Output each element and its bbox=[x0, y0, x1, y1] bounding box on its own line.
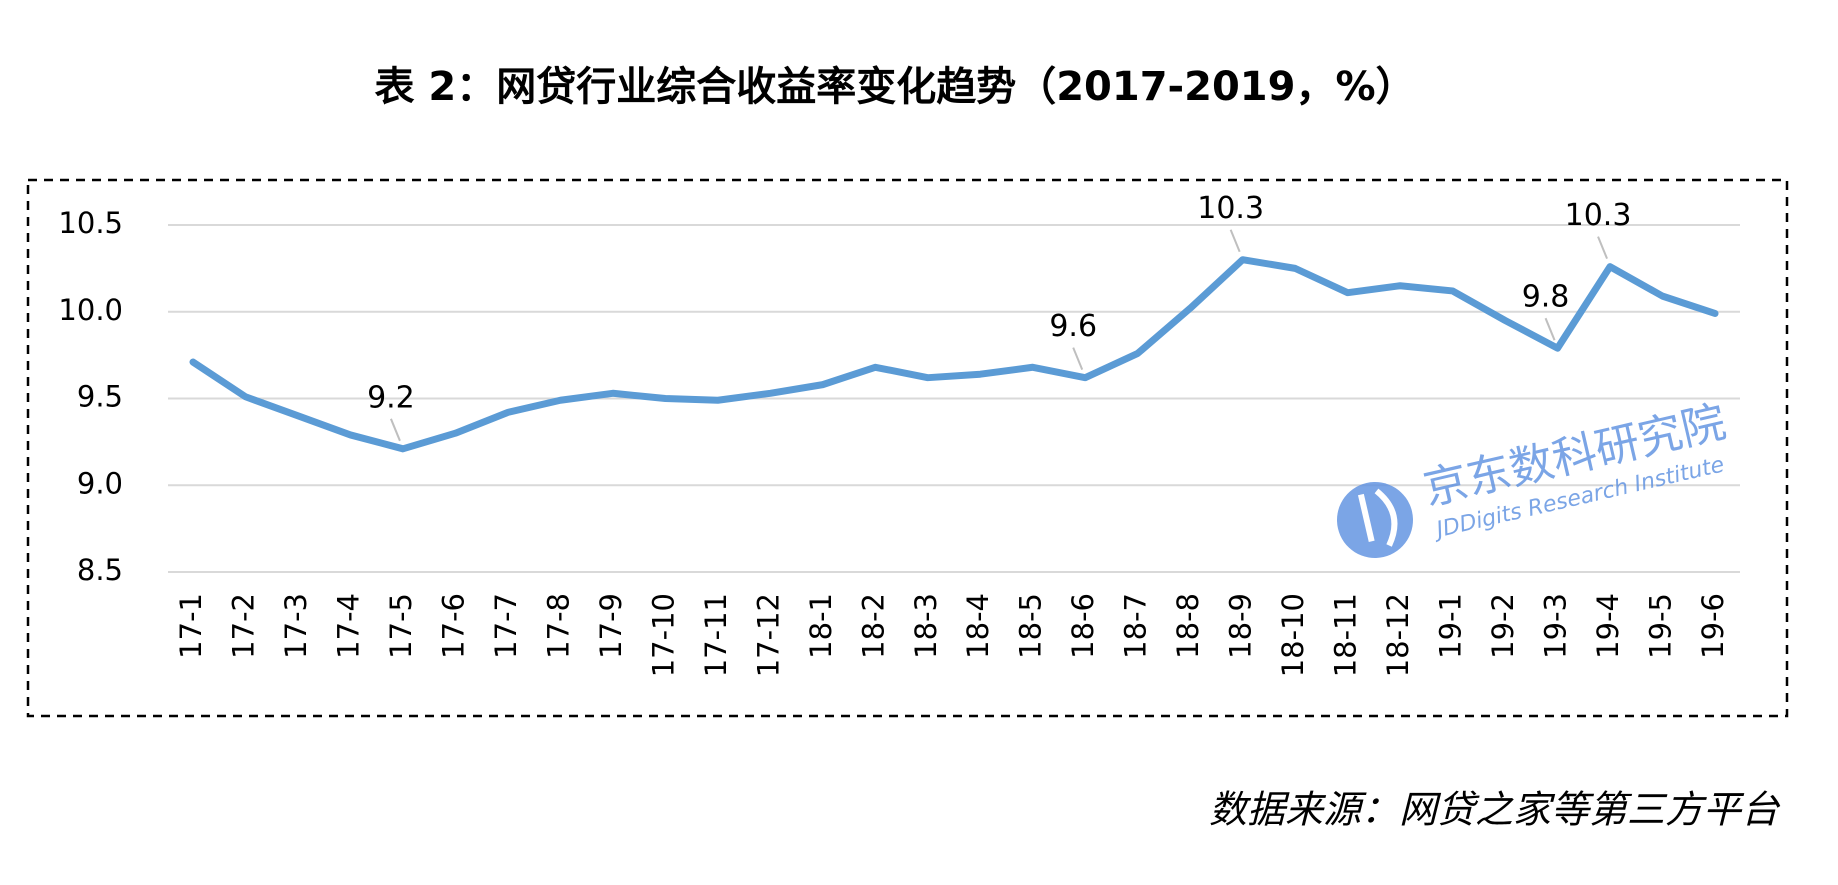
leader-line bbox=[1072, 347, 1084, 371]
x-tick-label: 17-4 bbox=[331, 593, 365, 659]
data-label: 9.2 bbox=[367, 380, 415, 415]
x-tick-label: 18-5 bbox=[1014, 593, 1048, 659]
chart-frame bbox=[26, 178, 1789, 718]
x-tick-label: 18-8 bbox=[1171, 593, 1205, 659]
x-tick-label: 18-4 bbox=[961, 593, 995, 659]
watermark: 京东数科研究院 JDDigits Research Institute bbox=[1337, 396, 1730, 558]
x-tick-label: 18-7 bbox=[1119, 593, 1153, 659]
x-tick-label: 17-1 bbox=[174, 593, 208, 659]
watermark-logo bbox=[1337, 482, 1413, 558]
x-tick-label: 18-6 bbox=[1066, 593, 1100, 659]
x-tick-label: 19-4 bbox=[1591, 593, 1625, 659]
data-label: 9.8 bbox=[1522, 280, 1570, 315]
y-tick-label: 9.5 bbox=[77, 380, 123, 414]
x-tick-label: 17-10 bbox=[646, 593, 680, 677]
x-tick-label: 18-1 bbox=[804, 593, 838, 659]
x-tick-label: 19-2 bbox=[1486, 593, 1520, 659]
source-note: 数据来源：网贷之家等第三方平台 bbox=[1209, 788, 1781, 832]
x-tick-label: 17-5 bbox=[384, 593, 418, 659]
x-tick-label: 19-5 bbox=[1644, 593, 1678, 659]
x-tick-label: 17-11 bbox=[699, 593, 733, 677]
y-tick-label: 10.5 bbox=[58, 206, 123, 240]
x-tick-label: 18-12 bbox=[1381, 593, 1415, 677]
x-tick-label: 18-11 bbox=[1329, 593, 1363, 677]
x-tick-label: 18-3 bbox=[909, 593, 943, 659]
leader-line bbox=[1597, 236, 1608, 260]
data-label: 10.3 bbox=[1565, 198, 1632, 233]
data-label: 10.3 bbox=[1197, 191, 1264, 226]
leader-line bbox=[1544, 317, 1556, 341]
data-label: 9.6 bbox=[1049, 309, 1097, 344]
x-tick-label: 19-1 bbox=[1434, 593, 1468, 659]
x-tick-label: 18-10 bbox=[1276, 593, 1310, 677]
y-tick-label: 8.5 bbox=[77, 553, 123, 587]
x-tick-label: 19-3 bbox=[1539, 593, 1573, 659]
x-tick-label: 17-3 bbox=[279, 593, 313, 659]
data-line bbox=[189, 256, 1719, 453]
x-tick-label: 19-6 bbox=[1696, 593, 1730, 659]
x-tick-label: 17-12 bbox=[751, 593, 785, 677]
y-tick-label: 9.0 bbox=[77, 466, 123, 500]
chart-title: 表 2：网贷行业综合收益率变化趋势（2017-2019，%） bbox=[374, 64, 1415, 110]
x-tick-label: 17-9 bbox=[594, 593, 628, 659]
y-tick-label: 10.0 bbox=[58, 293, 123, 327]
x-tick-label: 17-8 bbox=[541, 593, 575, 659]
x-tick-label: 17-7 bbox=[489, 593, 523, 659]
x-tick-label: 17-2 bbox=[226, 593, 260, 659]
watermark-logo-mark bbox=[1357, 488, 1398, 547]
leader-line bbox=[390, 418, 401, 442]
x-tick-label: 18-9 bbox=[1224, 593, 1258, 659]
x-tick-label: 17-6 bbox=[436, 593, 470, 659]
leader-line bbox=[1229, 229, 1241, 253]
x-tick-label: 18-2 bbox=[856, 593, 890, 659]
